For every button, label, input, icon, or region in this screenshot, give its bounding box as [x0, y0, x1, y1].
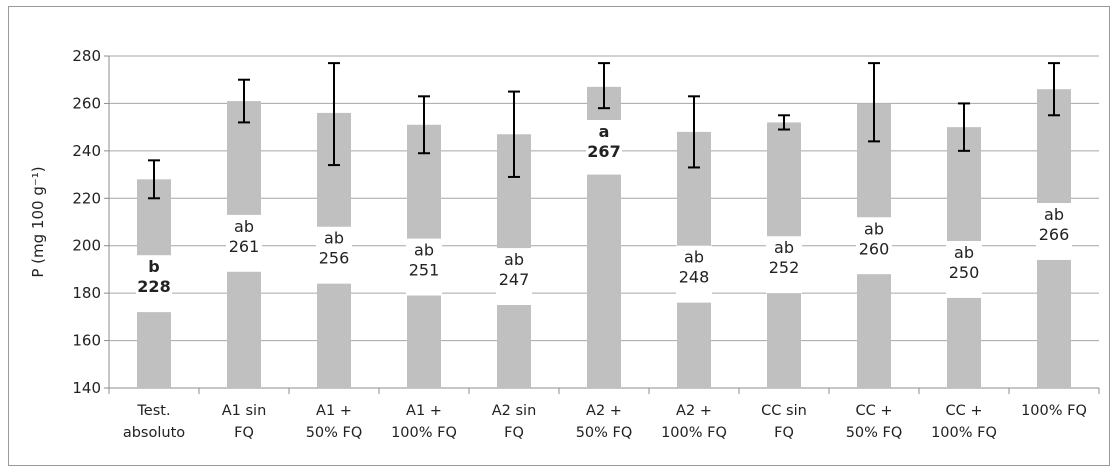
- y-tick-label: 180: [72, 284, 101, 302]
- bar-letter-label: ab: [504, 250, 524, 269]
- x-category-label: A1 sin: [222, 403, 267, 419]
- y-tick-label: 220: [72, 189, 101, 207]
- x-category-label: CC sin: [761, 403, 807, 419]
- x-category-label: A2 +: [586, 403, 622, 419]
- x-category-label: 50% FQ: [576, 425, 633, 441]
- x-category-label: CC +: [855, 403, 892, 419]
- x-category-label: FQ: [234, 425, 254, 441]
- bar-letter-label: b: [148, 257, 159, 276]
- x-category-label: A1 +: [316, 403, 352, 419]
- x-category-label: A2 +: [676, 403, 712, 419]
- bar-letter-label: ab: [864, 219, 884, 238]
- bar-value-label: 266: [1039, 225, 1070, 244]
- bar-value-label: 250: [949, 263, 980, 282]
- bar-label-box: [136, 255, 172, 313]
- x-category-label: 50% FQ: [306, 425, 363, 441]
- x-category-label: Test.: [136, 403, 170, 419]
- x-category-label: 100% FQ: [661, 425, 727, 441]
- bar-label-box: [316, 226, 352, 284]
- bar-label-box: [676, 245, 712, 303]
- y-tick-label: 200: [72, 237, 101, 255]
- y-tick-label: 260: [72, 94, 101, 112]
- y-tick-label: 140: [72, 379, 101, 397]
- bar-label-box: [1036, 203, 1072, 260]
- bar-label-box: [406, 238, 442, 296]
- y-tick-label: 280: [72, 47, 101, 65]
- bar-value-label: 267: [587, 142, 620, 161]
- bar-value-label: 260: [859, 239, 890, 258]
- x-category-label: 100% FQ: [391, 425, 457, 441]
- x-category-label: 50% FQ: [846, 425, 903, 441]
- x-category-label: A2 sin: [492, 403, 537, 419]
- bar-letter-label: ab: [234, 217, 254, 236]
- x-category-label: 100% FQ: [931, 425, 997, 441]
- y-axis-label: P (mg 100 g⁻¹): [29, 166, 47, 277]
- bar-value-label: 252: [769, 258, 800, 277]
- bar-letter-label: ab: [954, 243, 974, 262]
- x-category-label: FQ: [504, 425, 524, 441]
- x-category-label: A1 +: [406, 403, 442, 419]
- bar-letter-label: ab: [1044, 205, 1064, 224]
- bar-label-box: [946, 240, 982, 298]
- bar-value-label: 251: [409, 261, 440, 280]
- bar-value-label: 228: [137, 277, 170, 296]
- bar-letter-label: ab: [774, 238, 794, 257]
- y-tick-label: 240: [72, 142, 101, 160]
- bar-label-box: [226, 214, 262, 272]
- bar-letter-label: ab: [684, 248, 704, 267]
- bar-value-label: 247: [499, 270, 530, 289]
- x-category-label: FQ: [774, 425, 794, 441]
- bar-label-box: [766, 236, 802, 294]
- bar-label-box: [586, 120, 622, 175]
- bar-value-label: 248: [679, 268, 710, 287]
- bar-letter-label: a: [599, 122, 610, 141]
- bar-letter-label: ab: [324, 229, 344, 248]
- x-category-label: absoluto: [123, 425, 185, 441]
- bar-label-box: [496, 248, 532, 305]
- x-category-label: 100% FQ: [1021, 403, 1087, 419]
- bar-value-label: 256: [319, 249, 350, 268]
- bar-label-box: [856, 217, 892, 275]
- y-tick-label: 160: [72, 332, 101, 350]
- x-category-label: CC +: [945, 403, 982, 419]
- chart-frame: 140 160 180 200 220 240 260 280 P (mg 100 g⁻¹) b 2…: [8, 6, 1110, 466]
- bar-letter-label: ab: [414, 241, 434, 260]
- bar-value-label: 261: [229, 237, 260, 256]
